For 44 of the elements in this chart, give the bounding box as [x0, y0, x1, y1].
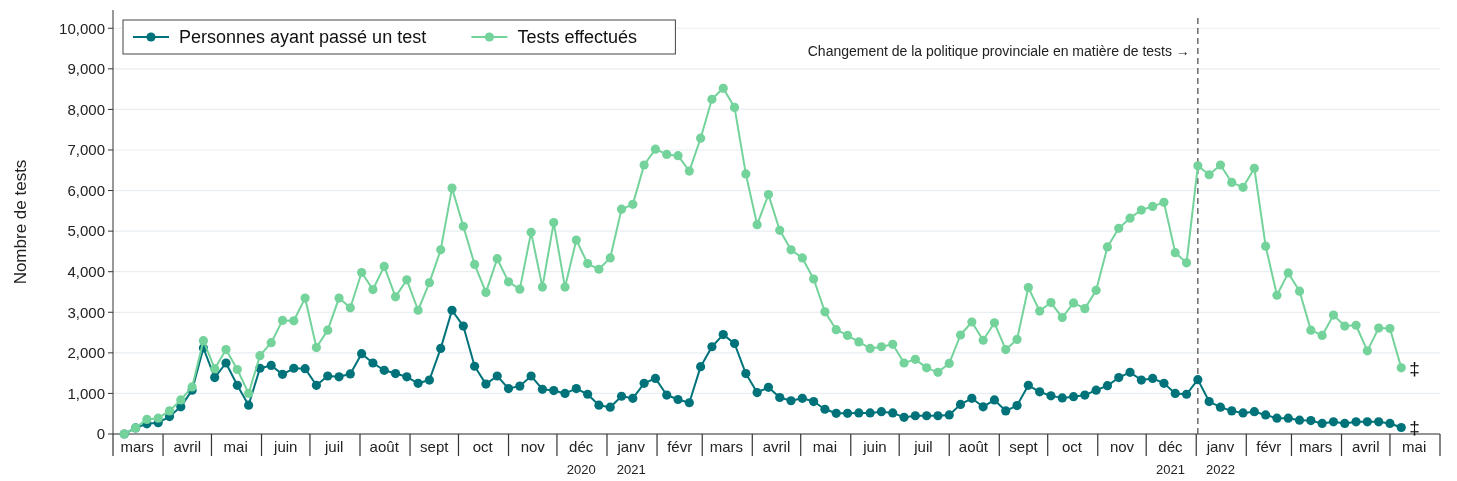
x-tick-label: déc 2020: [566, 438, 596, 477]
x-tick-label: mai: [223, 438, 248, 455]
x-tick-label: nov: [520, 438, 546, 455]
x-tick-label: juin: [862, 438, 887, 455]
x-tick-label: mai: [1402, 438, 1427, 455]
x-tick-label: déc 2021: [1155, 438, 1185, 477]
x-tick-label: mars: [709, 438, 744, 455]
x-tick-label: févr: [1256, 438, 1282, 455]
x-tick-label: avril: [1351, 438, 1380, 455]
legend-label: Personnes ayant passé un test: [179, 27, 427, 48]
x-tick-label: oct: [1061, 438, 1083, 455]
ref-line-label: Changement de la politique provinciale en matière de tests →: [807, 43, 1190, 59]
x-tick-label: avril: [173, 438, 202, 455]
y-tick-label: 2,000: [67, 344, 105, 362]
x-tick-label: mars: [1299, 438, 1333, 455]
y-tick-label: 3,000: [67, 303, 105, 321]
x-tick-label: févr: [667, 438, 693, 455]
y-tick-label: 5,000: [67, 222, 105, 240]
x-tick-label: mai: [812, 438, 838, 455]
y-tick-label: 1,000: [67, 384, 105, 402]
x-tick-label: mars: [120, 438, 154, 455]
y-tick-label: 7,000: [67, 141, 105, 159]
x-tick-label: juin: [273, 438, 298, 455]
x-tick-label: janv 2022: [1205, 438, 1235, 477]
x-tick-label: janv 2021: [616, 438, 646, 477]
y-tick-label: 9,000: [67, 60, 105, 78]
legend-label: Tests effectués: [517, 27, 638, 48]
y-axis-title: Nombre de tests: [11, 159, 30, 285]
x-tick-label: sept: [420, 438, 450, 455]
y-tick-label: 4,000: [67, 262, 105, 280]
x-tick-label: sept: [1009, 438, 1039, 455]
x-tick-label: août: [369, 438, 400, 455]
x-tick-label: juil: [913, 438, 933, 455]
annotation: ‡: [1409, 417, 1420, 439]
x-tick-label: juil: [323, 438, 344, 455]
x-tick-label: oct: [472, 438, 494, 455]
x-tick-label: nov: [1109, 438, 1135, 455]
x-tick-label: août: [958, 438, 989, 455]
annotation: ‡: [1409, 357, 1420, 379]
y-tick-label: 8,000: [67, 100, 105, 118]
x-tick-label: avril: [762, 438, 791, 455]
y-tick-label: 10,000: [59, 19, 105, 37]
y-tick-label: 6,000: [67, 181, 105, 199]
y-tick-label: 0: [96, 425, 105, 443]
